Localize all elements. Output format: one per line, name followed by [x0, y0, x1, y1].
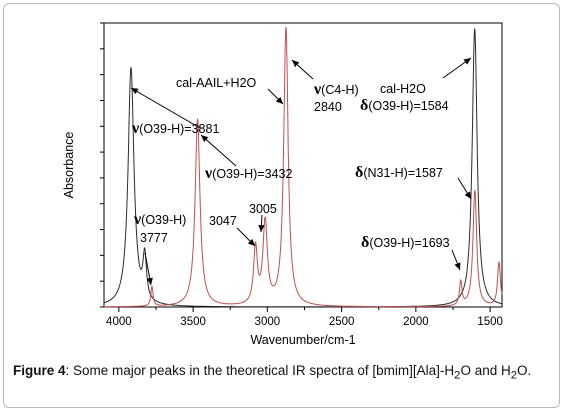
label-nu-o39h-3881: ν(O39-H)=3881: [131, 120, 219, 137]
y-axis-label: Absorbance: [62, 132, 76, 199]
x-axis-ticks: 4000 3500 3000 2500 2000 1500: [106, 307, 503, 328]
arrow-delta-n31h: [457, 177, 472, 200]
label-3047: 3047: [209, 214, 237, 228]
x-axis-label: Wavenumber/cm-1: [250, 333, 355, 347]
label-delta-o39h-1693: δ(O39-H)=1693: [361, 234, 450, 251]
label-nu-o39h-3432: ν(O39-H)=3432: [204, 165, 292, 182]
label-nu-c4h: ν(C4-H): [313, 81, 359, 98]
caption-sub-1: 2: [454, 369, 461, 382]
arrow-nu-o39h-3432: [200, 134, 237, 167]
arrow-nu-o39h-3881: [130, 87, 201, 129]
label-cal-aail-h2o: cal-AAIL+H2O: [176, 76, 257, 90]
x-tick-label: 4000: [106, 316, 132, 328]
label-delta-o39h-1584: δ(O39-H)=1584: [360, 97, 449, 114]
arrow-3005: [258, 214, 265, 233]
label-3005: 3005: [249, 202, 277, 216]
x-tick-label: 2000: [403, 316, 429, 328]
label-3777: 3777: [140, 231, 168, 245]
x-tick-label: 3000: [255, 316, 281, 328]
caption-sub-2: 2: [510, 369, 517, 382]
arrow-nu-c4h: [291, 59, 314, 80]
arrow-3047: [236, 227, 256, 247]
annotation-arrows: [130, 57, 472, 286]
caption-label: Figure 4: [13, 363, 66, 378]
annotation-labels: ν(O39-H)=3881 ν(O39-H)=3432 ν(O39-H) 377…: [131, 76, 450, 251]
x-tick-label: 1500: [477, 316, 503, 328]
arrow-nu-o39h-3777: [144, 252, 153, 286]
x-tick-label: 2500: [329, 316, 355, 328]
caption-text-1: : Some major peaks in the theoretical IR…: [65, 363, 455, 378]
label-nu-o39h: ν(O39-H): [133, 211, 186, 228]
figure-caption: Figure 4: Some major peaks in the theore…: [13, 362, 553, 385]
arrow-delta-o39h-1693: [451, 249, 461, 271]
figure-frame: [3, 3, 560, 408]
series-layer: [103, 27, 503, 308]
y-axis-ticks: [100, 22, 104, 308]
arrow-cal-aail-h2o: [267, 88, 284, 105]
label-delta-n31h-1587: δ(N31-H)=1587: [355, 164, 443, 181]
plot-area-frame: [103, 22, 503, 308]
caption-text-2: O and H: [460, 363, 511, 378]
label-2840: 2840: [314, 100, 342, 114]
x-tick-label: 3500: [180, 316, 206, 328]
label-cal-h2o: cal-H2O: [380, 82, 426, 96]
caption-text-3: O.: [516, 363, 532, 378]
series-line-cal-aail-h2o: [103, 27, 503, 308]
arrow-cal-h2o: [442, 57, 472, 79]
